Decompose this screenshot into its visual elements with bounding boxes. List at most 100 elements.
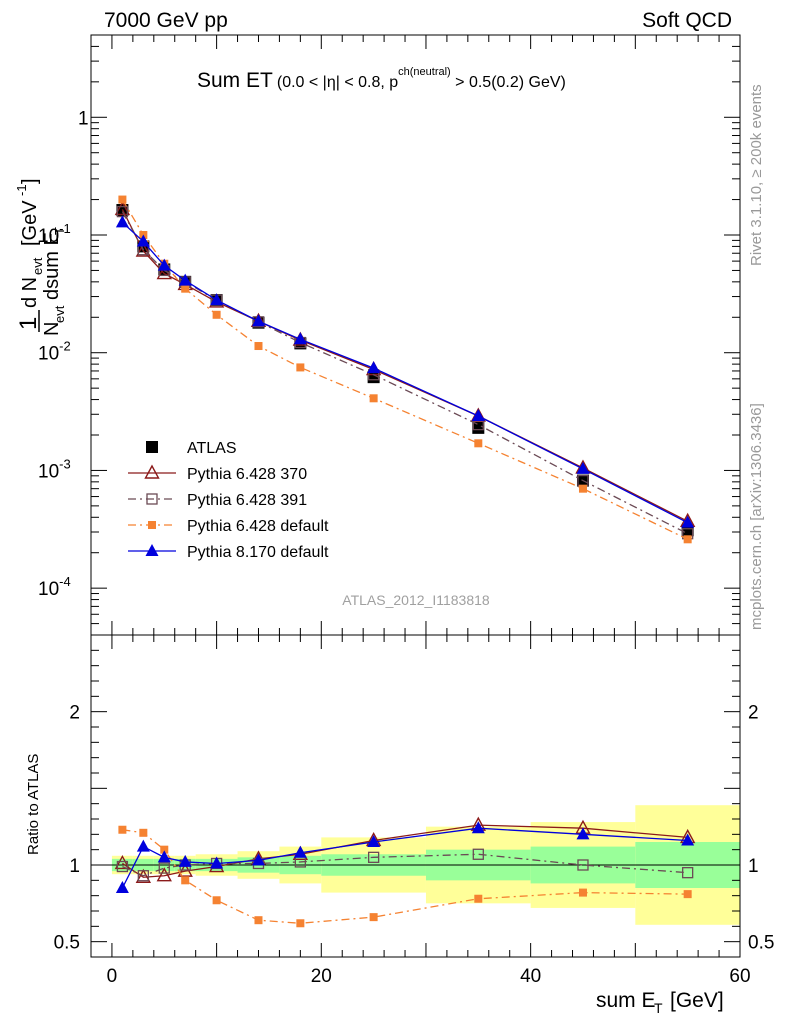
legend-label: Pythia 6.428 default bbox=[187, 518, 329, 535]
ratio-data-point bbox=[115, 881, 129, 893]
main-data-point bbox=[212, 310, 221, 319]
svg-text:]: ] bbox=[19, 178, 41, 184]
svg-text:d N: d N bbox=[19, 277, 41, 308]
ratio-data-point bbox=[212, 896, 221, 905]
ratio-data-point bbox=[114, 854, 131, 870]
ratio-data-point bbox=[254, 916, 263, 925]
main-data-point bbox=[681, 515, 695, 528]
main-data-point bbox=[254, 342, 263, 351]
main-data-point bbox=[135, 242, 152, 257]
ratio-data-point bbox=[683, 890, 692, 899]
legend-label: Pythia 6.428 370 bbox=[187, 466, 307, 483]
plot-title-sup: ch(neutral) bbox=[398, 66, 451, 78]
ratio-data-point bbox=[158, 862, 170, 874]
legend-label: Pythia 8.170 default bbox=[187, 544, 329, 561]
main-y-tick-label: 1 bbox=[78, 108, 89, 129]
ratio-data-point bbox=[472, 848, 484, 860]
plot-title-cut-2: > 0.5(0.2) GeV) bbox=[451, 74, 566, 91]
main-data-point bbox=[293, 332, 307, 345]
svg-text:-1: -1 bbox=[14, 184, 29, 196]
legend-marker bbox=[146, 493, 158, 505]
ratio-data-point bbox=[157, 850, 171, 863]
ratio-data-point bbox=[210, 856, 224, 869]
analysis-id: ATLAS_2012_I1183818 bbox=[342, 592, 490, 608]
svg-text:T: T bbox=[52, 227, 67, 235]
ratio-data-point bbox=[367, 835, 381, 847]
legend-label: Pythia 6.428 391 bbox=[187, 492, 307, 509]
plot-title-main: Sum ET bbox=[197, 69, 273, 92]
energy-label: 7000 GeV pp bbox=[104, 9, 228, 32]
x-axis-label: sum E T [GeV] bbox=[596, 989, 724, 1016]
ratio-data-point bbox=[578, 888, 587, 897]
ratio-data-point bbox=[181, 876, 190, 885]
main-y-tick-label: 10-3 bbox=[38, 456, 71, 482]
ratio-data-point bbox=[367, 851, 380, 863]
legend-marker bbox=[146, 441, 158, 453]
main-data-point bbox=[472, 421, 485, 434]
ratio-data-point bbox=[577, 859, 589, 871]
main-y-tick-label: 10-2 bbox=[38, 339, 71, 365]
ratio-data-point bbox=[369, 913, 378, 922]
main-data-point bbox=[178, 273, 192, 286]
main-y-tick-label: 10-4 bbox=[38, 574, 71, 600]
ratio-data-point bbox=[135, 868, 152, 883]
ratio-data-point bbox=[160, 845, 169, 854]
main-data-point bbox=[251, 314, 265, 327]
x-tick-label: 0 bbox=[107, 966, 118, 987]
main-data-point bbox=[115, 215, 129, 228]
main-y-axis-label: 1 d N evt [GeV -1 ] bbox=[14, 178, 45, 332]
plot-title: Sum ET (0.0 < |η| < 0.8, pch(neutral) > 0… bbox=[197, 66, 566, 92]
x-tick-label: 20 bbox=[311, 966, 332, 987]
svg-text:T: T bbox=[654, 1000, 663, 1016]
ratio-data-point bbox=[682, 867, 694, 879]
main-data-point bbox=[210, 293, 224, 306]
ratio-y-tick-label-right: 2 bbox=[748, 703, 759, 724]
ratio-y-tick-label: 2 bbox=[69, 703, 80, 724]
svg-text:1: 1 bbox=[15, 317, 42, 330]
ratio-data-point bbox=[576, 827, 590, 840]
main-data-point bbox=[578, 484, 587, 493]
ratio-data-point bbox=[681, 833, 695, 846]
ratio-data-point bbox=[471, 821, 485, 834]
ratio-data-point bbox=[137, 870, 149, 882]
ratio-y-tick-label-right: 0.5 bbox=[748, 933, 774, 954]
svg-text:[GeV]: [GeV] bbox=[670, 989, 724, 1012]
svg-text:dsum E: dsum E bbox=[41, 232, 63, 300]
svg-text:sum E: sum E bbox=[596, 989, 656, 1012]
legend-marker bbox=[148, 521, 156, 529]
main-data-point bbox=[683, 535, 692, 544]
svg-text:evt: evt bbox=[52, 305, 67, 323]
ratio-data-point bbox=[474, 894, 483, 903]
legend: ATLAS Pythia 6.428 370 Pythia 6.428 391 Pyt… bbox=[128, 440, 329, 561]
ratio-data-point bbox=[178, 854, 192, 867]
svg-text:N: N bbox=[41, 322, 63, 336]
plot-title-cut: (0.0 < |η| < 0.8, p bbox=[277, 74, 398, 91]
ratio-data-point bbox=[116, 860, 129, 873]
legend-label: ATLAS bbox=[187, 440, 237, 457]
ratio-y-tick-label-right: 1 bbox=[748, 856, 759, 877]
x-tick-label: 60 bbox=[729, 966, 750, 987]
x-tick-label: 40 bbox=[520, 966, 541, 987]
ratio-data-point bbox=[251, 853, 265, 866]
ratio-plot-frame bbox=[90, 634, 741, 958]
ratio-data-point bbox=[156, 867, 172, 882]
ratio-y-tick-label: 0.5 bbox=[54, 933, 80, 954]
legend-marker bbox=[145, 544, 159, 556]
main-data-point bbox=[157, 258, 171, 271]
main-data-point bbox=[136, 234, 150, 247]
main-data-point bbox=[367, 361, 381, 374]
ratio-data-point bbox=[136, 839, 150, 852]
ratio-data-point bbox=[118, 825, 127, 834]
process-label: Soft QCD bbox=[642, 9, 732, 32]
main-y-axis-label-denominator: N evt dsum E T bbox=[41, 227, 67, 336]
main-series-line bbox=[121, 199, 688, 540]
main-data-point bbox=[369, 394, 378, 403]
main-data-point bbox=[296, 363, 305, 372]
ratio-y-tick-label: 1 bbox=[69, 856, 80, 877]
main-data-point bbox=[181, 284, 190, 293]
main-series-line bbox=[121, 211, 688, 535]
ratio-data-point bbox=[296, 919, 305, 928]
ratio-y-axis-label: Ratio to ATLAS bbox=[25, 754, 42, 855]
main-data-point bbox=[576, 461, 590, 474]
svg-text:evt: evt bbox=[30, 257, 45, 275]
